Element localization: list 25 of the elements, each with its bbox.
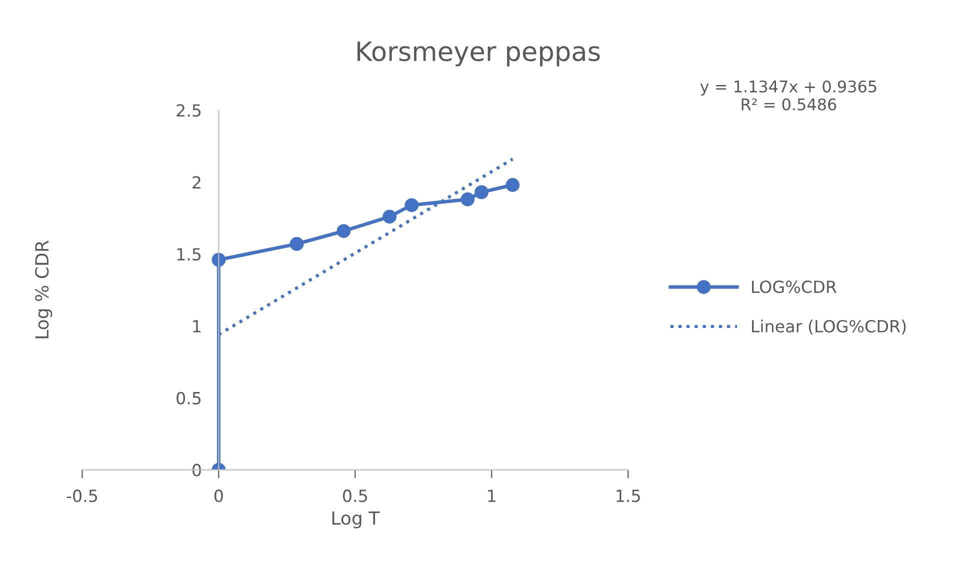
point xyxy=(460,192,475,206)
y-tick-label: 0.5 xyxy=(176,392,201,404)
y-axis-title: Log % CDR xyxy=(35,240,52,338)
y-tick-label: 2 xyxy=(192,176,200,188)
point xyxy=(506,178,520,192)
y-tick-label: 0 xyxy=(192,464,201,476)
legend-label: Linear (LOG%CDR) xyxy=(752,320,906,335)
legend-label: LOG%CDR xyxy=(752,280,837,294)
point xyxy=(404,198,419,212)
point xyxy=(336,224,351,238)
chart-title: Korsmeyer peppas xyxy=(358,42,600,66)
y-tick-label: 2.5 xyxy=(176,104,201,117)
point xyxy=(474,185,488,200)
y-tick-label: 1 xyxy=(193,320,200,332)
point xyxy=(382,210,396,224)
x-tick-label: -0.5 xyxy=(66,490,98,502)
x-tick-label: 0.5 xyxy=(343,490,367,502)
x-tick-label: 1.5 xyxy=(616,490,640,502)
text: y = 1.1347x + 0.9365 R² = 0.5486 xyxy=(700,80,876,110)
point xyxy=(290,237,304,251)
x-axis-title: Log T xyxy=(332,511,380,528)
x-tick-label: 1 xyxy=(488,490,496,502)
x-tick-label: 0 xyxy=(214,490,223,502)
y-tick-label: 1.5 xyxy=(177,248,201,261)
point xyxy=(212,252,226,267)
